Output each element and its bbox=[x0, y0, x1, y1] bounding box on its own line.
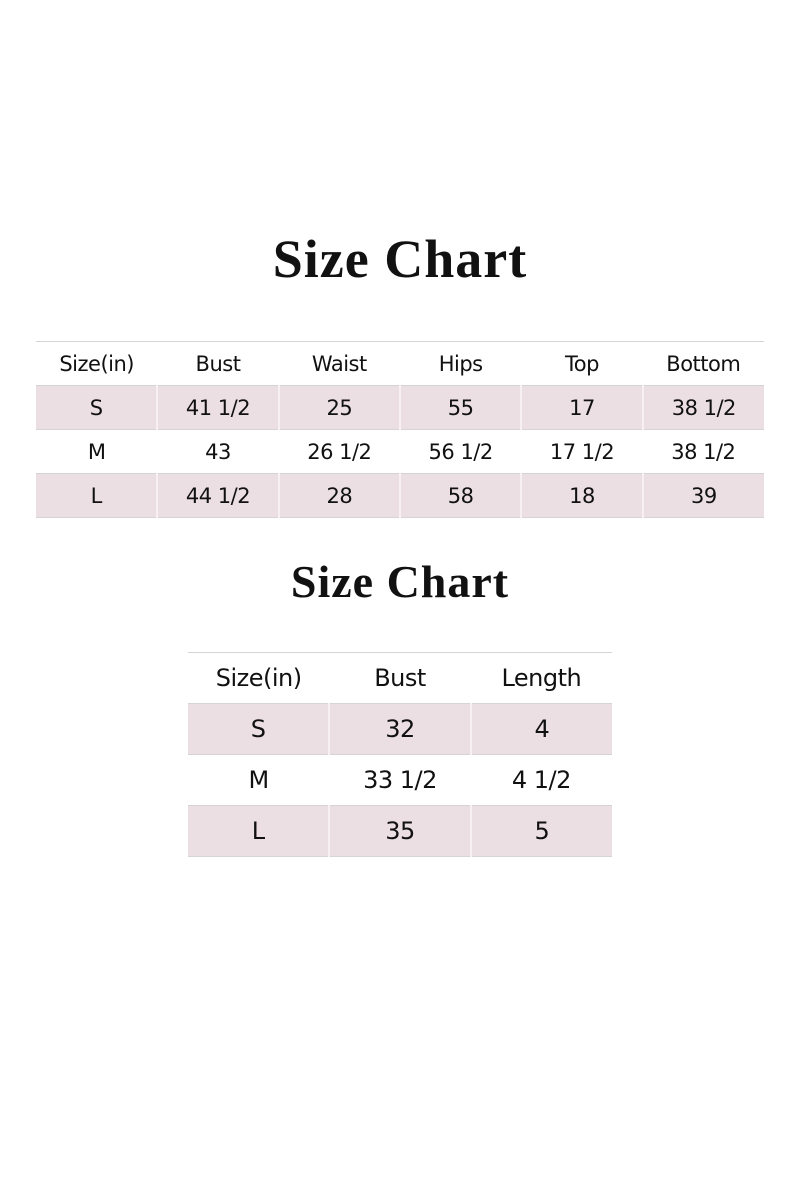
table-row: M 33 1/2 4 1/2 bbox=[188, 754, 612, 806]
column-header: Bust bbox=[195, 351, 241, 376]
table-row: S 41 1/2 25 55 17 38 1/2 bbox=[36, 385, 764, 430]
table-cell: M bbox=[87, 439, 106, 464]
column-header: Bust bbox=[374, 664, 426, 692]
column-header: Size(in) bbox=[59, 351, 134, 376]
size-chart-table-secondary: Size(in) Bust Length S 32 4 M 33 1/2 4 1/2 L 35 5 bbox=[188, 652, 612, 857]
column-header: Top bbox=[565, 351, 599, 376]
table-cell: 32 bbox=[328, 703, 471, 755]
table-cell: 38 1/2 bbox=[671, 439, 736, 464]
table-cell: 35 bbox=[328, 805, 471, 857]
table-cell: 43 bbox=[205, 439, 231, 464]
table-row: M 43 26 1/2 56 1/2 17 1/2 38 1/2 bbox=[36, 429, 764, 474]
table-header-row: Size(in) Bust Length bbox=[188, 652, 612, 704]
table-cell: M bbox=[248, 766, 270, 794]
table-cell: 4 bbox=[469, 703, 612, 755]
table-cell: 17 1/2 bbox=[549, 439, 615, 464]
table-cell: 58 bbox=[398, 473, 522, 518]
table-cell: S bbox=[188, 703, 330, 755]
table-row: L 35 5 bbox=[188, 805, 612, 857]
table-cell: 56 1/2 bbox=[428, 439, 494, 464]
table-cell: 18 bbox=[520, 473, 643, 518]
table-cell: 41 1/2 bbox=[156, 385, 279, 430]
table-cell: S bbox=[36, 385, 158, 430]
table-header-row: Size(in) Bust Waist Hips Top Bottom bbox=[36, 341, 764, 386]
column-header: Waist bbox=[311, 351, 367, 376]
table-cell: 55 bbox=[398, 385, 522, 430]
table-cell: 4 1/2 bbox=[511, 766, 572, 794]
size-chart-title: Size Chart bbox=[272, 229, 528, 289]
table-cell: 25 bbox=[277, 385, 400, 430]
column-header: Bottom bbox=[666, 351, 741, 376]
table-cell: 39 bbox=[641, 473, 764, 518]
table-row: L 44 1/2 28 58 18 39 bbox=[36, 473, 764, 518]
column-header: Size(in) bbox=[215, 664, 302, 692]
table-cell: 5 bbox=[469, 805, 612, 857]
table-cell: 28 bbox=[277, 473, 400, 518]
size-chart-title-secondary: Size Chart bbox=[290, 556, 510, 607]
table-cell: L bbox=[36, 473, 158, 518]
column-header: Hips bbox=[438, 351, 483, 376]
table-cell: L bbox=[188, 805, 330, 857]
table-row: S 32 4 bbox=[188, 703, 612, 755]
column-header: Length bbox=[501, 664, 582, 692]
table-cell: 44 1/2 bbox=[156, 473, 279, 518]
table-cell: 17 bbox=[520, 385, 643, 430]
table-cell: 38 1/2 bbox=[641, 385, 764, 430]
size-chart-table: Size(in) Bust Waist Hips Top Bottom S 41 1/2 25 5… bbox=[36, 341, 764, 518]
table-cell: 26 1/2 bbox=[307, 439, 372, 464]
table-cell: 33 1/2 bbox=[363, 766, 437, 794]
